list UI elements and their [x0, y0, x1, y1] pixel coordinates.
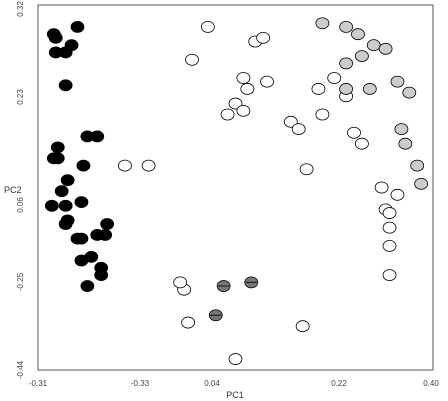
data-point-filled-light-gray: [394, 123, 409, 136]
data-point-filled-black: [74, 196, 89, 209]
x-axis-label: PC1: [226, 390, 244, 400]
data-point-filled-light-gray: [414, 177, 429, 190]
y-tick-label: 0.06: [16, 197, 25, 213]
data-point-filled-black: [100, 218, 115, 230]
data-point-open: [382, 207, 397, 219]
data-point-filled-black: [94, 269, 109, 282]
data-point-open: [173, 276, 188, 289]
data-point-open: [228, 97, 243, 110]
data-point-open: [260, 75, 275, 88]
points-layer: [44, 17, 429, 365]
x-tick-label: 0.04: [204, 379, 220, 388]
data-point-filled-black: [60, 174, 75, 187]
data-point-open: [347, 126, 361, 139]
data-point-open: [240, 83, 255, 95]
data-point-filled-light-gray: [351, 28, 365, 41]
data-point-open: [283, 115, 298, 128]
data-point-filled-light-gray: [378, 42, 393, 55]
data-point-open: [374, 181, 389, 194]
data-point-open: [315, 108, 330, 121]
data-point-open: [220, 108, 235, 121]
data-point-open: [181, 316, 196, 329]
data-point-filled-black: [48, 31, 63, 44]
data-point-filled-light-gray: [339, 57, 354, 70]
data-point-filled-black: [90, 130, 105, 143]
data-point-open: [118, 159, 132, 172]
data-point-filled-black: [74, 254, 89, 267]
data-point-open: [291, 123, 306, 136]
data-point-open: [185, 53, 199, 66]
x-tick-label: -0.31: [29, 379, 48, 388]
data-point-filled-black: [80, 280, 95, 292]
data-point-filled-light-gray: [410, 159, 425, 172]
data-point-filled-black: [50, 152, 65, 165]
data-point-open: [390, 188, 405, 201]
data-point-filled-black: [58, 218, 73, 230]
data-point-open: [236, 72, 251, 84]
data-point-open: [382, 239, 397, 252]
y-tick-label: -0.25: [16, 272, 25, 291]
data-point-filled-black: [54, 185, 69, 198]
data-point-filled-black: [70, 20, 85, 33]
data-point-filled-light-gray: [354, 50, 369, 62]
data-point-filled-black: [44, 199, 59, 212]
data-point-filled-light-gray: [398, 137, 413, 150]
y-tick-label: 0.32: [16, 1, 25, 17]
plot-frame: [37, 4, 434, 371]
data-point-open: [200, 20, 215, 33]
data-point-open: [354, 137, 369, 150]
x-tick-label: 0.40: [423, 379, 439, 388]
data-point-filled-light-gray: [339, 20, 354, 33]
data-point-open: [311, 83, 326, 95]
x-tick-label: 0.22: [331, 379, 347, 388]
data-point-filled-light-gray: [339, 83, 354, 95]
data-point-open: [382, 269, 397, 282]
y-tick-label: 0.23: [16, 89, 25, 105]
data-point-filled-light-gray: [402, 86, 417, 99]
y-axis-label: PC2: [4, 185, 22, 195]
data-point-filled-light-gray: [390, 75, 405, 88]
data-point-filled-black: [74, 232, 89, 245]
data-point-filled-black: [58, 79, 73, 92]
data-point-filled-black: [58, 199, 73, 212]
data-point-open: [141, 159, 156, 172]
data-point-open: [382, 221, 397, 234]
data-point-open: [256, 31, 271, 44]
data-point-open: [236, 104, 251, 117]
data-point-open: [295, 320, 310, 333]
x-tick-label: -0.33: [131, 379, 150, 388]
data-point-open: [299, 163, 314, 176]
data-point-filled-black: [98, 229, 113, 241]
y-tick-label: -0.44: [16, 360, 25, 379]
data-point-filled-light-gray: [362, 83, 377, 95]
data-point-filled-black: [76, 159, 91, 172]
data-point-open: [228, 353, 243, 365]
data-point-filled-light-gray: [315, 17, 330, 30]
data-point-open: [327, 72, 342, 84]
data-point-filled-light-gray: [366, 39, 381, 52]
data-point-filled-black: [50, 141, 65, 154]
data-point-filled-black: [58, 46, 73, 59]
